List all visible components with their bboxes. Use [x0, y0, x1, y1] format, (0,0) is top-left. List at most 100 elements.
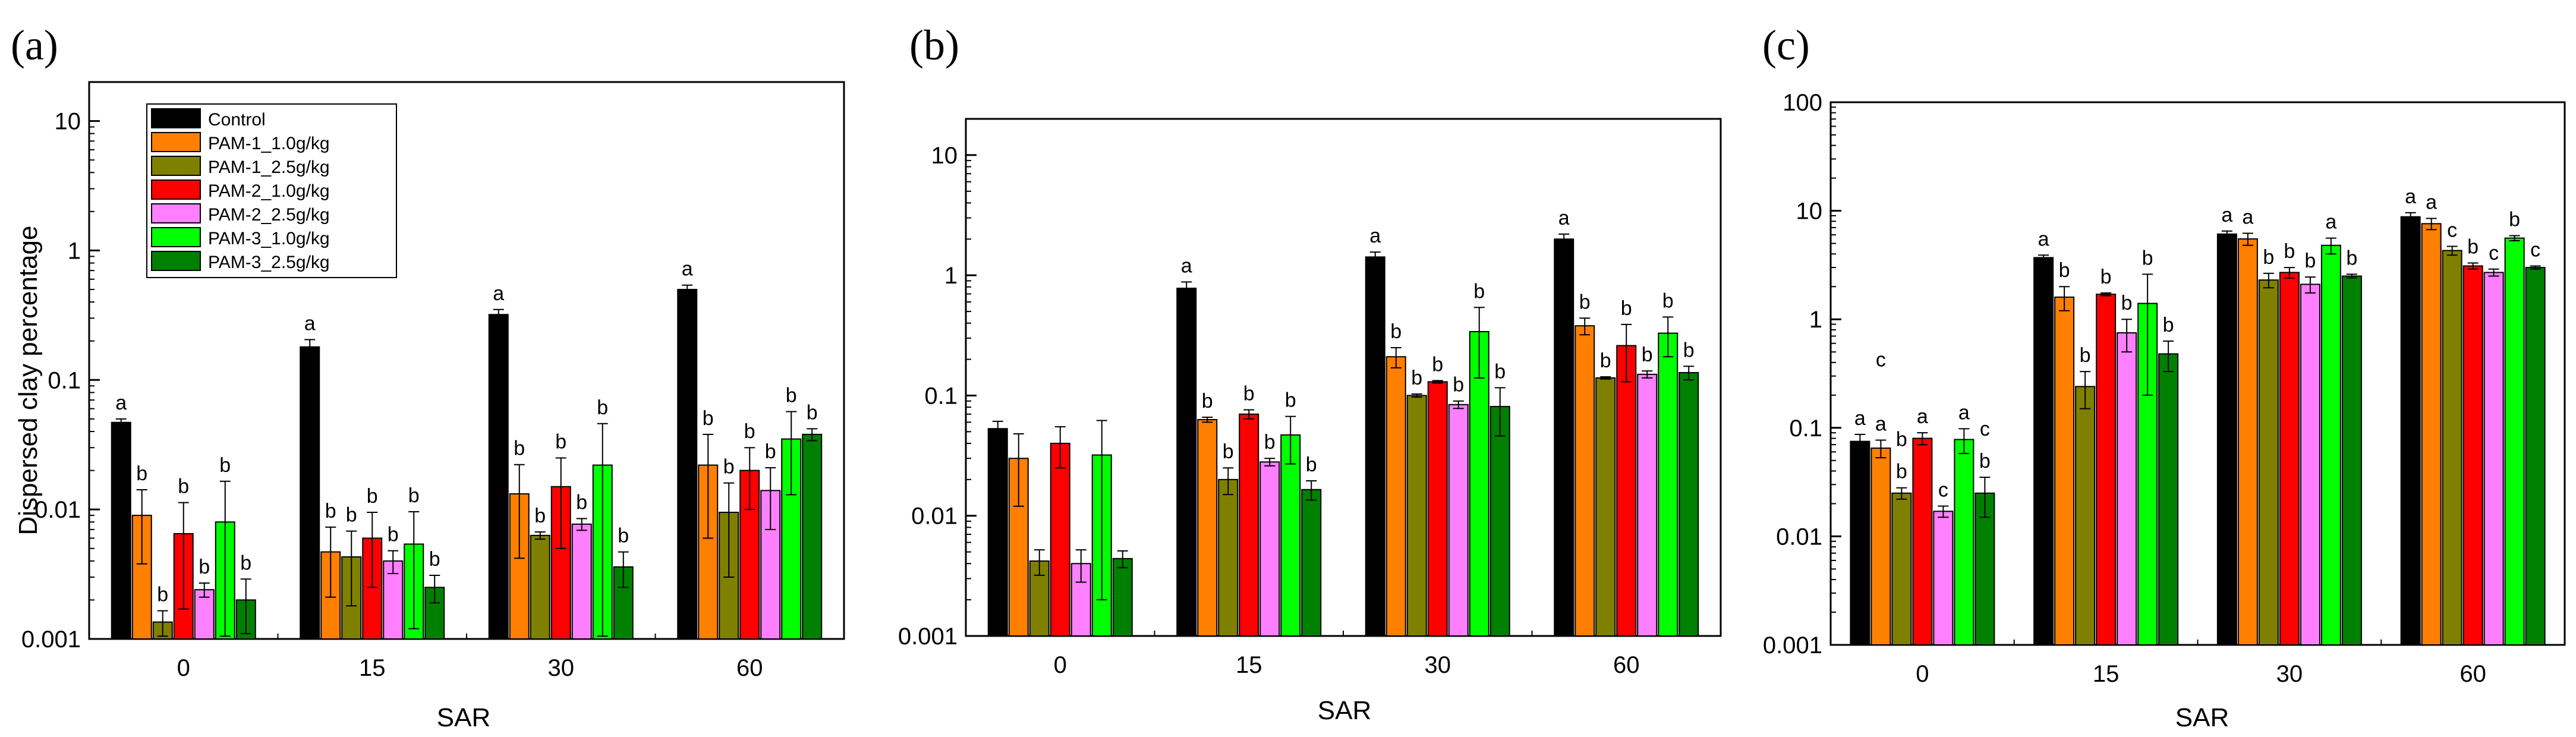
bar-pam-1-2-5g-kg[interactable] — [1218, 478, 1239, 637]
bar-pam-2-2-5g-kg[interactable] — [194, 589, 215, 640]
bar-pam-3-1-0g-kg[interactable] — [2320, 244, 2341, 645]
bar-pam-2-1-0g-kg[interactable] — [2279, 272, 2300, 645]
y-axis-title: Dispersed clay percentage — [14, 226, 43, 536]
bar-pam-1-2-5g-kg[interactable] — [530, 534, 550, 640]
bar-control[interactable] — [1365, 256, 1385, 637]
bar-pam-1-2-5g-kg[interactable] — [1891, 492, 1912, 645]
bar-pam-3-2-5g-kg[interactable] — [2158, 353, 2179, 645]
significance-letter: b — [429, 548, 440, 571]
bar-pam-3-2-5g-kg[interactable] — [1974, 492, 1995, 645]
legend-swatch[interactable] — [151, 132, 201, 152]
significance-letter: b — [1306, 453, 1317, 476]
bar-pam-3-2-5g-kg[interactable] — [2525, 267, 2546, 646]
significance-letter: a — [2221, 204, 2232, 226]
bar-pam-1-2-5g-kg[interactable] — [1595, 377, 1616, 637]
significance-letter: b — [1411, 367, 1422, 389]
bar-control[interactable] — [987, 428, 1008, 637]
bar-pam-1-2-5g-kg[interactable] — [1406, 395, 1427, 637]
significance-letter: c — [2530, 238, 2540, 261]
bar-pam-2-1-0g-kg[interactable] — [1050, 442, 1070, 637]
bar-pam-2-2-5g-kg[interactable] — [2300, 284, 2320, 646]
significance-letter: b — [576, 492, 587, 514]
significance-letter: c — [2489, 242, 2499, 264]
significance-letter: a — [682, 258, 693, 281]
bar-pam-1-2-5g-kg[interactable] — [2075, 386, 2096, 645]
bar-control[interactable] — [2400, 216, 2421, 645]
significance-letter: b — [2142, 247, 2153, 269]
bar-pam-1-1-0g-kg[interactable] — [1574, 325, 1595, 637]
legend-swatch[interactable] — [151, 227, 201, 247]
bar-pam-1-2-5g-kg[interactable] — [2258, 279, 2279, 645]
bar-pam-1-1-0g-kg[interactable] — [2237, 238, 2258, 645]
bar-pam-2-2-5g-kg[interactable] — [2117, 332, 2137, 645]
bar-pam-3-1-0g-kg[interactable] — [1469, 330, 1489, 637]
x-tick-label: 60 — [736, 655, 763, 681]
x-tick-label: 0 — [177, 655, 190, 681]
legend-swatch[interactable] — [151, 203, 201, 223]
bar-pam-2-2-5g-kg[interactable] — [1259, 461, 1280, 637]
bar-pam-1-1-0g-kg[interactable] — [2054, 296, 2075, 646]
bar-pam-2-1-0g-kg[interactable] — [2462, 265, 2483, 645]
significance-letter: b — [408, 484, 420, 507]
bar-control[interactable] — [1850, 440, 1870, 646]
bar-pam-1-1-0g-kg[interactable] — [2421, 223, 2442, 645]
significance-letter: b — [1896, 461, 1907, 483]
significance-letter: a — [304, 312, 316, 335]
bar-control[interactable] — [2033, 257, 2054, 645]
bar-pam-3-2-5g-kg[interactable] — [1301, 489, 1322, 637]
bar-pam-2-1-0g-kg[interactable] — [1912, 437, 1933, 646]
legend-label[interactable]: Control — [208, 110, 266, 130]
significance-letter: c — [1980, 418, 1990, 440]
legend-swatch[interactable] — [151, 108, 201, 128]
legend-label[interactable]: PAM-2_2.5g/kg — [208, 205, 330, 225]
bar-pam-3-2-5g-kg[interactable] — [1112, 558, 1133, 637]
bar-pam-2-2-5g-kg[interactable] — [1637, 373, 1658, 637]
significance-letter: b — [1223, 440, 1234, 463]
bar-control[interactable] — [1554, 238, 1574, 637]
bar-pam-2-2-5g-kg[interactable] — [1070, 563, 1091, 637]
legend-swatch[interactable] — [151, 251, 201, 271]
legend-label[interactable]: PAM-1_1.0g/kg — [208, 134, 330, 153]
bar-pam-2-1-0g-kg[interactable] — [2096, 294, 2117, 645]
significance-letter: b — [1662, 289, 1674, 312]
bar-pam-2-2-5g-kg[interactable] — [2483, 272, 2504, 645]
significance-letter: b — [514, 437, 525, 460]
bar-control[interactable] — [488, 314, 509, 640]
significance-letter: a — [1917, 405, 1928, 428]
bar-pam-2-2-5g-kg[interactable] — [1933, 511, 1954, 645]
bar-control[interactable] — [300, 346, 320, 640]
x-axis-title: SAR — [437, 703, 490, 732]
bar-pam-1-1-0g-kg[interactable] — [1870, 447, 1891, 645]
bar-pam-3-2-5g-kg[interactable] — [1489, 405, 1510, 637]
legend-label[interactable]: PAM-2_1.0g/kg — [208, 181, 330, 201]
bar-pam-2-2-5g-kg[interactable] — [571, 523, 592, 640]
bar-pam-3-2-5g-kg[interactable] — [802, 433, 823, 640]
legend-swatch[interactable] — [151, 156, 201, 176]
bar-pam-2-1-0g-kg[interactable] — [1239, 413, 1259, 637]
bar-control[interactable] — [677, 289, 698, 640]
legend-swatch[interactable] — [151, 179, 201, 200]
legend-label[interactable]: PAM-1_2.5g/kg — [208, 158, 330, 177]
bar-pam-1-1-0g-kg[interactable] — [1197, 419, 1218, 637]
bar-pam-2-1-0g-kg[interactable] — [1616, 345, 1637, 637]
bar-control[interactable] — [1176, 287, 1197, 637]
bar-pam-3-1-0g-kg[interactable] — [1658, 332, 1679, 637]
significance-letter: b — [1432, 353, 1443, 376]
bar-pam-2-2-5g-kg[interactable] — [1448, 404, 1469, 637]
significance-letter: b — [367, 485, 378, 508]
bar-pam-3-1-0g-kg[interactable] — [1954, 439, 1974, 645]
bar-pam-3-2-5g-kg[interactable] — [1679, 371, 1699, 637]
bar-control[interactable] — [2216, 233, 2237, 645]
legend-label[interactable]: PAM-3_2.5g/kg — [208, 253, 330, 272]
legend-label[interactable]: PAM-3_1.0g/kg — [208, 229, 330, 248]
bar-pam-1-1-0g-kg[interactable] — [1385, 356, 1406, 637]
significance-letter: b — [1453, 374, 1464, 396]
bar-pam-1-2-5g-kg[interactable] — [2442, 250, 2462, 645]
bar-control[interactable] — [111, 421, 131, 640]
significance-letter: b — [178, 475, 189, 498]
bar-pam-3-1-0g-kg[interactable] — [1280, 434, 1301, 637]
bar-pam-2-1-0g-kg[interactable] — [1427, 381, 1448, 637]
bar-pam-3-1-0g-kg[interactable] — [2504, 237, 2525, 645]
bar-pam-3-2-5g-kg[interactable] — [2341, 275, 2362, 646]
